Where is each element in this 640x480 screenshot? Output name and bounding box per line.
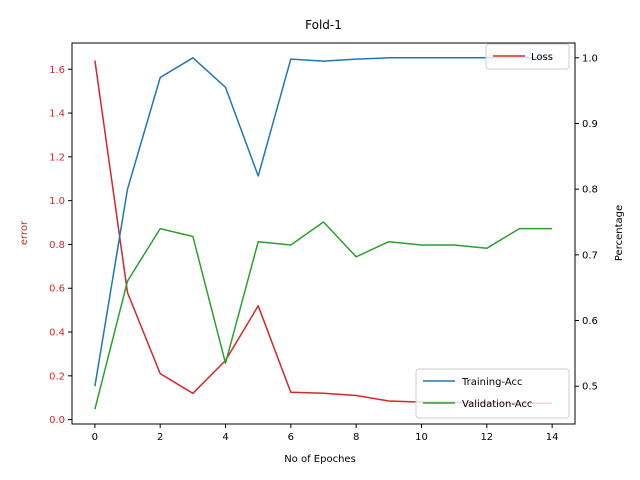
x-tick-label: 12 [480, 432, 493, 443]
left-y-tick-label: 0.6 [49, 284, 65, 295]
legend-loss-box [485, 43, 570, 70]
left-y-tick-label: 0.2 [49, 371, 65, 382]
left-y-tick-label: 0.0 [49, 415, 65, 426]
legend-accuracy: Training-Acc Validation-Acc [415, 368, 570, 419]
chart-title: Fold-1 [305, 18, 342, 32]
right-y-tick-label: 0.6 [582, 316, 598, 327]
x-tick-label: 14 [546, 432, 559, 443]
series-line-validation-acc [94, 221, 553, 410]
x-tick-label: 6 [288, 432, 294, 443]
left-y-tick-label: 0.4 [49, 328, 65, 339]
x-tick-label: 0 [92, 432, 98, 443]
left-y-axis: 0.0 0.2 0.4 0.6 0.8 1.0 1.2 1.4 1.6 [49, 65, 72, 426]
right-y-tick-label: 0.5 [582, 382, 598, 393]
x-tick-label: 8 [353, 432, 359, 443]
series-line-training-acc [94, 57, 553, 387]
left-y-axis-label: error [19, 220, 30, 245]
x-tick-label: 4 [222, 432, 228, 443]
left-y-tick-label: 1.4 [49, 109, 65, 120]
x-axis: 0 2 4 6 8 10 12 14 [92, 424, 559, 443]
x-axis-label: No of Epoches [284, 454, 356, 465]
legend-loss: Loss [485, 43, 570, 70]
left-y-tick-label: 0.8 [49, 240, 65, 251]
right-y-tick-label: 0.7 [582, 250, 598, 261]
legend-training-acc-label: Training-Acc [461, 377, 523, 388]
left-y-tick-label: 1.2 [49, 152, 65, 163]
right-y-tick-label: 0.9 [582, 119, 598, 130]
legend-validation-acc-label: Validation-Acc [462, 399, 532, 410]
plot-frame [71, 42, 576, 425]
right-y-axis-label: Percentage [614, 205, 625, 261]
left-y-tick-label: 1.0 [49, 196, 65, 207]
right-y-tick-label: 0.8 [582, 185, 598, 196]
right-y-axis: 0.5 0.6 0.7 0.8 0.9 1.0 [575, 53, 598, 393]
legend-loss-label: Loss [531, 52, 553, 63]
x-tick-label: 2 [157, 432, 163, 443]
x-tick-label: 10 [415, 432, 428, 443]
left-y-tick-label: 1.6 [49, 65, 65, 76]
right-y-tick-label: 1.0 [582, 53, 598, 64]
